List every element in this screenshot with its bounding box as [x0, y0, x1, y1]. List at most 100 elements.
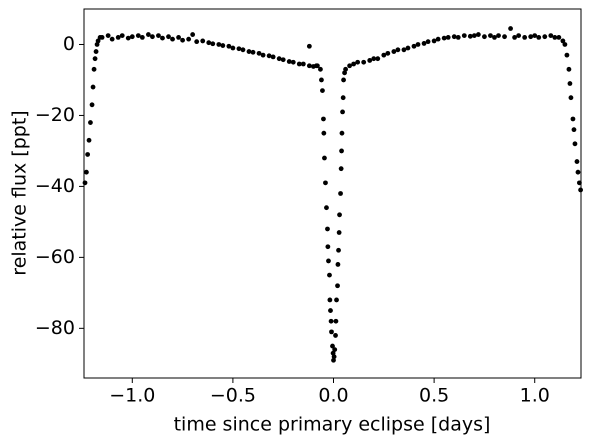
data-point [385, 50, 391, 56]
data-point [105, 33, 111, 39]
data-point [119, 33, 125, 39]
data-point [129, 34, 135, 40]
data-point [200, 38, 206, 44]
data-point [351, 61, 357, 67]
data-point [333, 318, 339, 324]
data-point [150, 34, 155, 40]
data-point [85, 152, 91, 157]
data-point [568, 95, 574, 101]
data-point [86, 137, 92, 143]
data-point [343, 66, 348, 72]
data-point [391, 49, 397, 54]
data-point [139, 34, 145, 40]
data-point [250, 49, 256, 55]
data-point [331, 354, 337, 360]
data-point [210, 41, 216, 47]
data-point [91, 66, 97, 72]
data-point [84, 169, 89, 175]
data-point [471, 33, 477, 39]
data-point [176, 34, 181, 40]
data-point [536, 34, 542, 40]
x-tick-label: 0.0 [318, 385, 348, 407]
data-point [572, 141, 578, 147]
data-point [367, 58, 373, 63]
data-point [405, 45, 411, 51]
data-point [411, 43, 417, 49]
data-point [156, 33, 161, 39]
data-point [335, 283, 340, 289]
data-point [341, 77, 346, 83]
data-point [296, 61, 302, 67]
data-point [115, 34, 121, 40]
data-point [328, 308, 333, 313]
data-point [135, 33, 141, 39]
data-point [266, 53, 272, 59]
data-point [451, 34, 457, 40]
data-point [331, 357, 336, 363]
data-point [548, 33, 554, 39]
data-point [337, 212, 342, 218]
data-point [190, 32, 196, 37]
data-point [220, 43, 226, 48]
data-point [339, 148, 344, 154]
x-tick-label: −1.0 [109, 385, 155, 407]
data-point [194, 39, 200, 45]
data-point [335, 262, 341, 267]
data-point [321, 130, 327, 136]
y-tick-label: −60 [35, 246, 75, 268]
data-point [95, 38, 101, 44]
data-point [240, 47, 246, 53]
data-point [325, 244, 331, 250]
data-point [415, 42, 421, 47]
data-point [431, 38, 437, 44]
data-point [488, 33, 493, 39]
data-point [280, 57, 286, 63]
data-point [542, 34, 548, 40]
y-axis-label: relative flux [ppt] [9, 110, 31, 275]
data-point [467, 33, 473, 39]
x-tick-label: −0.5 [210, 385, 256, 407]
data-point [125, 35, 131, 41]
data-point [461, 33, 467, 39]
data-point [318, 66, 323, 72]
data-point [315, 63, 320, 69]
data-point [575, 169, 581, 175]
data-point [552, 34, 558, 40]
y-tick-label: −20 [35, 104, 75, 126]
data-point [329, 329, 334, 335]
data-point [325, 226, 330, 232]
data-point [230, 45, 236, 51]
data-point [306, 63, 312, 69]
data-point [180, 37, 185, 43]
data-point [375, 56, 381, 62]
data-point [564, 52, 570, 58]
data-point [92, 56, 98, 62]
data-point [492, 34, 497, 40]
data-point [332, 347, 338, 353]
data-point [88, 120, 93, 125]
data-point [246, 49, 252, 54]
data-point [90, 84, 96, 90]
data-point [512, 34, 517, 40]
data-point [327, 272, 332, 278]
data-point [260, 52, 266, 58]
data-point [502, 34, 507, 40]
data-point [216, 42, 222, 47]
data-point [361, 59, 367, 65]
data-point [401, 47, 407, 53]
data-point [326, 258, 331, 264]
data-point [170, 36, 175, 42]
data-point [482, 34, 487, 40]
data-point [567, 81, 573, 86]
data-point [89, 102, 95, 108]
data-point [574, 159, 580, 164]
data-point [522, 34, 528, 40]
data-point [186, 36, 192, 42]
data-point [322, 155, 327, 161]
data-point [236, 46, 242, 52]
data-point [328, 318, 334, 324]
x-tick-label: 1.0 [520, 385, 550, 407]
data-point [508, 26, 513, 31]
data-point [82, 180, 88, 186]
